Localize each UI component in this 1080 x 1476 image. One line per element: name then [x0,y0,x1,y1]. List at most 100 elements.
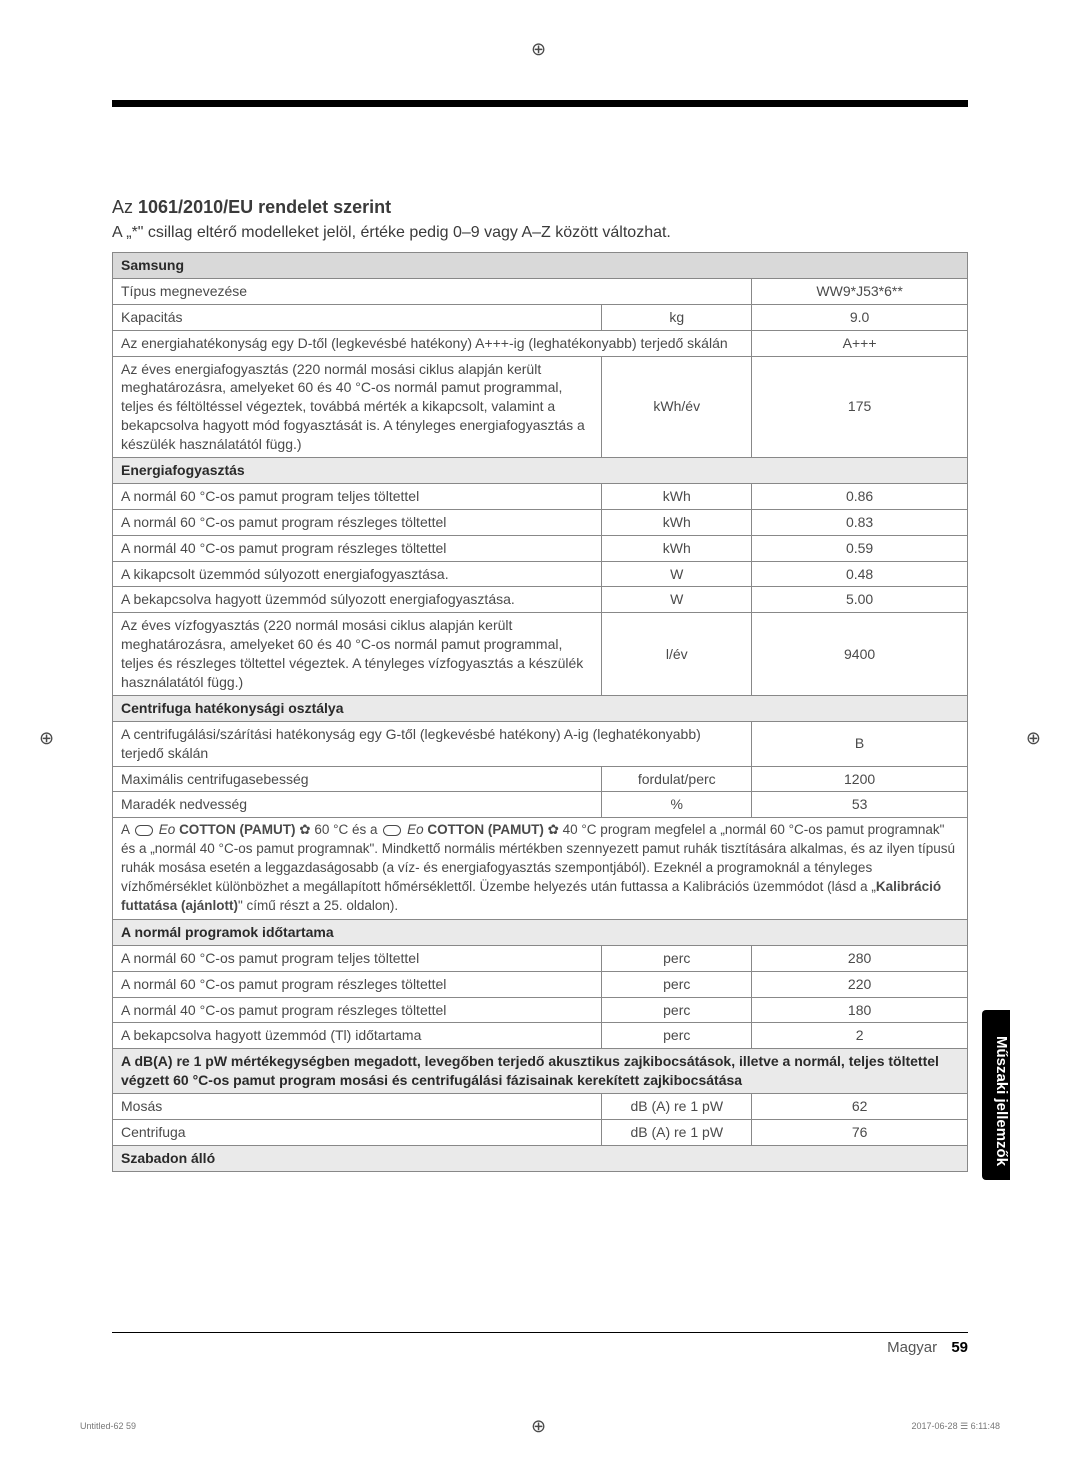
d60p-val: 220 [752,971,968,997]
moist-label: Maradék nedvesség [113,792,602,818]
tl-label: A bekapcsolva hagyott üzemmód (Tl) időta… [113,1023,602,1049]
e40p-label: A normál 40 °C-os pamut program részlege… [113,535,602,561]
water-val: 9400 [752,613,968,696]
d60f-unit: perc [602,945,752,971]
model-value: WW9*J53*6** [752,278,968,304]
table-row: A normál 60 °C-os pamut program részlege… [113,971,968,997]
heading-prefix: Az [112,197,138,217]
d60p-label: A normál 60 °C-os pamut program részlege… [113,971,602,997]
cent-val: 76 [752,1119,968,1145]
header-rule [112,100,968,107]
lefton-unit: W [602,587,752,613]
crop-mark-icon: ⊕ [531,39,546,60]
d60p-unit: perc [602,971,752,997]
note-text: 60 °C és a [311,822,382,837]
e60f-label: A normál 60 °C-os pamut program teljes t… [113,483,602,509]
capacity-unit: kg [602,304,752,330]
heading-bold: 1061/2010/EU rendelet szerint [138,197,391,217]
print-file: Untitled-62 59 [80,1421,136,1431]
table-row: A normál 40 °C-os pamut program részlege… [113,535,968,561]
d60f-label: A normál 60 °C-os pamut program teljes t… [113,945,602,971]
table-row: A centrifugálási/szárítási hatékonyság e… [113,721,968,766]
lefton-val: 5.00 [752,587,968,613]
table-row: Az éves vízfogyasztás (220 normál mosási… [113,613,968,696]
table-row: Típus megnevezése WW9*J53*6** [113,278,968,304]
d40p-label: A normál 40 °C-os pamut program részlege… [113,997,602,1023]
annual-label: Az éves energiafogyasztás (220 normál mo… [113,356,602,457]
annual-value: 175 [752,356,968,457]
section-energy: Energiafogyasztás [113,458,968,484]
spec-table: Samsung Típus megnevezése WW9*J53*6** Ka… [112,252,968,1172]
off-label: A kikapcsolt üzemmód súlyozott energiafo… [113,561,602,587]
print-footer: Untitled-62 59 2017-06-28 ☰ 6:11:48 [80,1421,1000,1432]
subheading: A „*" csillag eltérő modelleket jelöl, é… [112,224,968,242]
side-tab: Műszaki jellemzők [982,1010,1010,1180]
spin-val: B [752,721,968,766]
table-row: A normál 40 °C-os pamut program részlege… [113,997,968,1023]
note-text: A [121,822,133,837]
cent-unit: dB (A) re 1 pW [602,1119,752,1145]
capacity-label: Kapacitás [113,304,602,330]
table-row: Kapacitás kg 9.0 [113,304,968,330]
page-footer: Magyar 59 [112,1332,968,1356]
e60f-val: 0.86 [752,483,968,509]
table-row: A bekapcsolva hagyott üzemmód súlyozott … [113,587,968,613]
program-name: COTTON (PAMUT) [427,822,543,837]
table-row: A normál 60 °C-os pamut program részlege… [113,509,968,535]
note-text: " című részt a 25. oldalon). [238,898,398,913]
off-val: 0.48 [752,561,968,587]
maxspin-unit: fordulat/perc [602,766,752,792]
freestanding-row: Szabadon álló [113,1145,968,1171]
cent-label: Centrifuga [113,1119,602,1145]
wash-label: Mosás [113,1094,602,1120]
regulation-heading: Az 1061/2010/EU rendelet szerint [112,197,968,218]
e60f-unit: kWh [602,483,752,509]
e40p-val: 0.59 [752,535,968,561]
lefton-label: A bekapcsolva hagyott üzemmód súlyozott … [113,587,602,613]
table-row: Maradék nedvesség%53 [113,792,968,818]
wash-val: 62 [752,1094,968,1120]
model-label: Típus megnevezése [113,278,752,304]
table-row: A normál 60 °C-os pamut program teljes t… [113,483,968,509]
water-label: Az éves vízfogyasztás (220 normál mosási… [113,613,602,696]
table-row: CentrifugadB (A) re 1 pW76 [113,1119,968,1145]
tl-val: 2 [752,1023,968,1049]
water-unit: l/év [602,613,752,696]
e60p-val: 0.83 [752,509,968,535]
e40p-unit: kWh [602,535,752,561]
brand-header: Samsung [113,253,968,279]
note-cell: A Eo COTTON (PAMUT) ✿ 60 °C és a Eo COTT… [113,818,968,919]
footer-language: Magyar [887,1339,937,1356]
tl-unit: perc [602,1023,752,1049]
off-unit: W [602,561,752,587]
d60f-val: 280 [752,945,968,971]
moist-unit: % [602,792,752,818]
maxspin-val: 1200 [752,766,968,792]
table-row: Az energiahatékonyság egy D-től (legkevé… [113,330,968,356]
program-name: COTTON (PAMUT) [179,822,295,837]
section-spin: Centrifuga hatékonysági osztálya [113,695,968,721]
moist-val: 53 [752,792,968,818]
table-row: Az éves energiafogyasztás (220 normál mo… [113,356,968,457]
table-row: A kikapcsolt üzemmód súlyozott energiafo… [113,561,968,587]
spin-label: A centrifugálási/szárítási hatékonyság e… [113,721,752,766]
capacity-value: 9.0 [752,304,968,330]
table-row: A bekapcsolva hagyott üzemmód (Tl) időta… [113,1023,968,1049]
section-duration: A normál programok időtartama [113,919,968,945]
annual-unit: kWh/év [602,356,752,457]
maxspin-label: Maximális centrifugasebesség [113,766,602,792]
page-number: 59 [951,1339,968,1356]
noise-header: A dB(A) re 1 pW mértékegységben megadott… [113,1049,968,1094]
eff-label: Az energiahatékonyság egy D-től (legkevé… [113,330,752,356]
table-row: A normál 60 °C-os pamut program teljes t… [113,945,968,971]
e60p-label: A normál 60 °C-os pamut program részlege… [113,509,602,535]
table-row: MosásdB (A) re 1 pW62 [113,1094,968,1120]
note-row: A Eo COTTON (PAMUT) ✿ 60 °C és a Eo COTT… [113,818,968,919]
e60p-unit: kWh [602,509,752,535]
d40p-unit: perc [602,997,752,1023]
wash-unit: dB (A) re 1 pW [602,1094,752,1120]
crop-mark-icon: ⊕ [39,728,54,749]
table-row: Maximális centrifugasebességfordulat/per… [113,766,968,792]
d40p-val: 180 [752,997,968,1023]
eff-value: A+++ [752,330,968,356]
